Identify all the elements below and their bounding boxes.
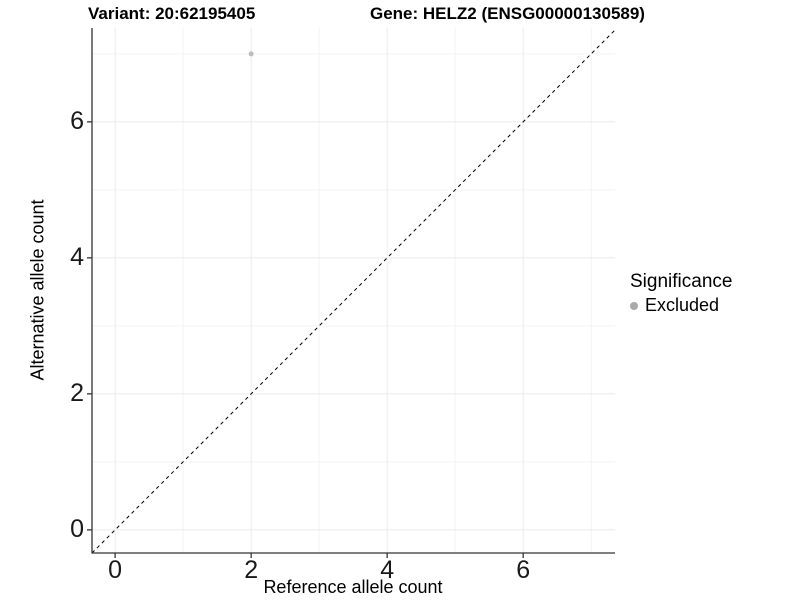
x-tick-label: 4: [380, 556, 395, 584]
y-tick-label: 0: [70, 515, 84, 544]
y-tick-label: 2: [70, 379, 84, 408]
legend: Significance Excluded: [630, 271, 732, 316]
legend-title: Significance: [630, 271, 733, 292]
y-tick-label: 6: [70, 107, 84, 136]
legend-point-icon: [630, 301, 638, 310]
y-axis-title: Alternative allele count: [27, 199, 48, 381]
x-axis-title: Reference allele count: [263, 577, 443, 597]
plot-title-variant: Variant: 20:62195405: [88, 4, 256, 23]
data-point: [248, 51, 254, 57]
legend-entry-label: Excluded: [645, 295, 720, 315]
y-tick-label: 4: [70, 243, 84, 272]
legend-entries: Excluded: [630, 295, 732, 316]
legend-entry: Excluded: [630, 295, 732, 316]
x-tick-label: 6: [516, 556, 531, 584]
plot-title-gene: Gene: HELZ2 (ENSG00000130589): [370, 4, 645, 23]
x-tick-label: 2: [244, 556, 259, 584]
identity-line: [91, 29, 616, 554]
x-tick-label: 0: [108, 556, 123, 584]
